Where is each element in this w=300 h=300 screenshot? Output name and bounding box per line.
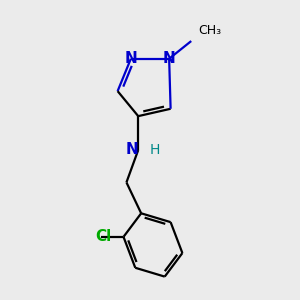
Text: CH₃: CH₃ [199,24,222,37]
Text: Cl: Cl [95,230,112,244]
Text: H: H [150,143,160,157]
Text: N: N [125,142,138,158]
Text: N: N [163,51,175,66]
Text: N: N [124,51,137,66]
